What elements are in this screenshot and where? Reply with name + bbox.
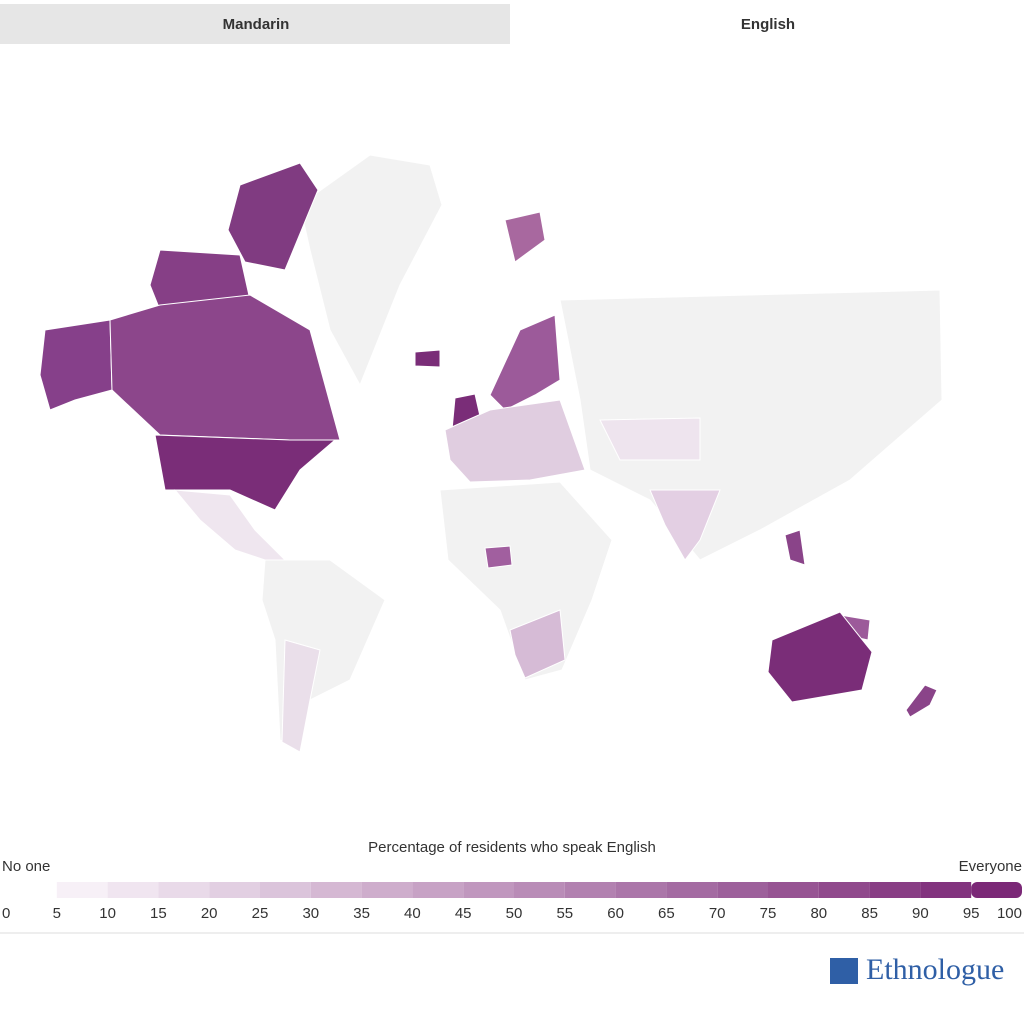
legend-swatch: [666, 882, 718, 898]
legend-tick-label: 65: [658, 905, 675, 922]
legend-tick-label: 75: [760, 905, 777, 922]
legend-swatch: [361, 882, 413, 898]
legend-swatch: [260, 882, 311, 898]
india: [649, 489, 721, 561]
legend-tick-label: 100: [997, 905, 1022, 922]
legend-title: Percentage of residents who speak Englis…: [368, 839, 656, 856]
tabs: Mandarin English: [0, 4, 1024, 44]
logo: Ethnologue: [830, 953, 1004, 986]
arctic-islands: [227, 162, 319, 271]
tab[interactable]: [0, 4, 510, 44]
philippines: [784, 529, 806, 566]
legend-swatch: [412, 882, 464, 898]
nigeria: [484, 545, 513, 569]
legend-tick-label: 45: [455, 905, 472, 922]
iceland: [414, 349, 441, 368]
legend-swatch: [463, 882, 514, 898]
africa: [439, 481, 613, 681]
scandinavia: [489, 314, 561, 411]
canada: [109, 294, 341, 441]
legend-swatch: [971, 882, 1022, 898]
legend-swatch: [56, 882, 108, 898]
southern-cone: [281, 639, 321, 753]
legend-tick-label: 60: [607, 905, 624, 922]
legend-tick-label: 5: [53, 905, 61, 922]
legend: Percentage of residents who speak Englis…: [2, 839, 1023, 922]
tab[interactable]: [514, 4, 1024, 44]
central-asia: [599, 417, 701, 461]
australia: [767, 611, 873, 703]
legend-swatch: [209, 882, 260, 898]
legend-min-label: No one: [2, 858, 50, 875]
legend-tick-label: 35: [353, 905, 370, 922]
alaska: [39, 319, 113, 411]
legend-swatch: [107, 882, 159, 898]
legend-tick-label: 55: [556, 905, 573, 922]
legend-tick-label: 70: [709, 905, 726, 922]
legend-swatch: [158, 882, 210, 898]
legend-tick-label: 10: [99, 905, 116, 922]
legend-tick-label: 20: [201, 905, 218, 922]
legend-tick-label: 15: [150, 905, 167, 922]
legend-tick-label: 90: [912, 905, 929, 922]
europe: [444, 399, 586, 483]
legend-tick-label: 40: [404, 905, 421, 922]
world-map: [39, 154, 943, 753]
tab-label[interactable]: Mandarin: [223, 16, 290, 33]
legend-swatch: [615, 882, 667, 898]
legend-swatch: [920, 882, 972, 898]
legend-swatch: [869, 882, 921, 898]
legend-tick-label: 0: [2, 905, 10, 922]
new-zealand: [905, 684, 938, 718]
greenland: [299, 154, 443, 387]
legend-tick-label: 85: [861, 905, 878, 922]
svalbard: [504, 211, 546, 263]
legend-swatch: [564, 882, 616, 898]
legend-max-label: Everyone: [959, 858, 1022, 875]
legend-swatch: [514, 882, 565, 898]
legend-swatch: [310, 882, 362, 898]
legend-tick-label: 30: [302, 905, 319, 922]
legend-tick-label: 95: [963, 905, 980, 922]
legend-swatch: [768, 882, 819, 898]
legend-swatch: [717, 882, 768, 898]
legend-tick-label: 80: [810, 905, 827, 922]
tab-label[interactable]: English: [741, 16, 795, 33]
southern-africa: [509, 609, 566, 679]
legend-tick-label: 50: [506, 905, 523, 922]
legend-tick-label: 25: [252, 905, 269, 922]
south-america: [261, 559, 386, 751]
logo-text: Ethnologue: [866, 953, 1004, 986]
logo-icon: [830, 958, 858, 984]
legend-swatch: [818, 882, 870, 898]
